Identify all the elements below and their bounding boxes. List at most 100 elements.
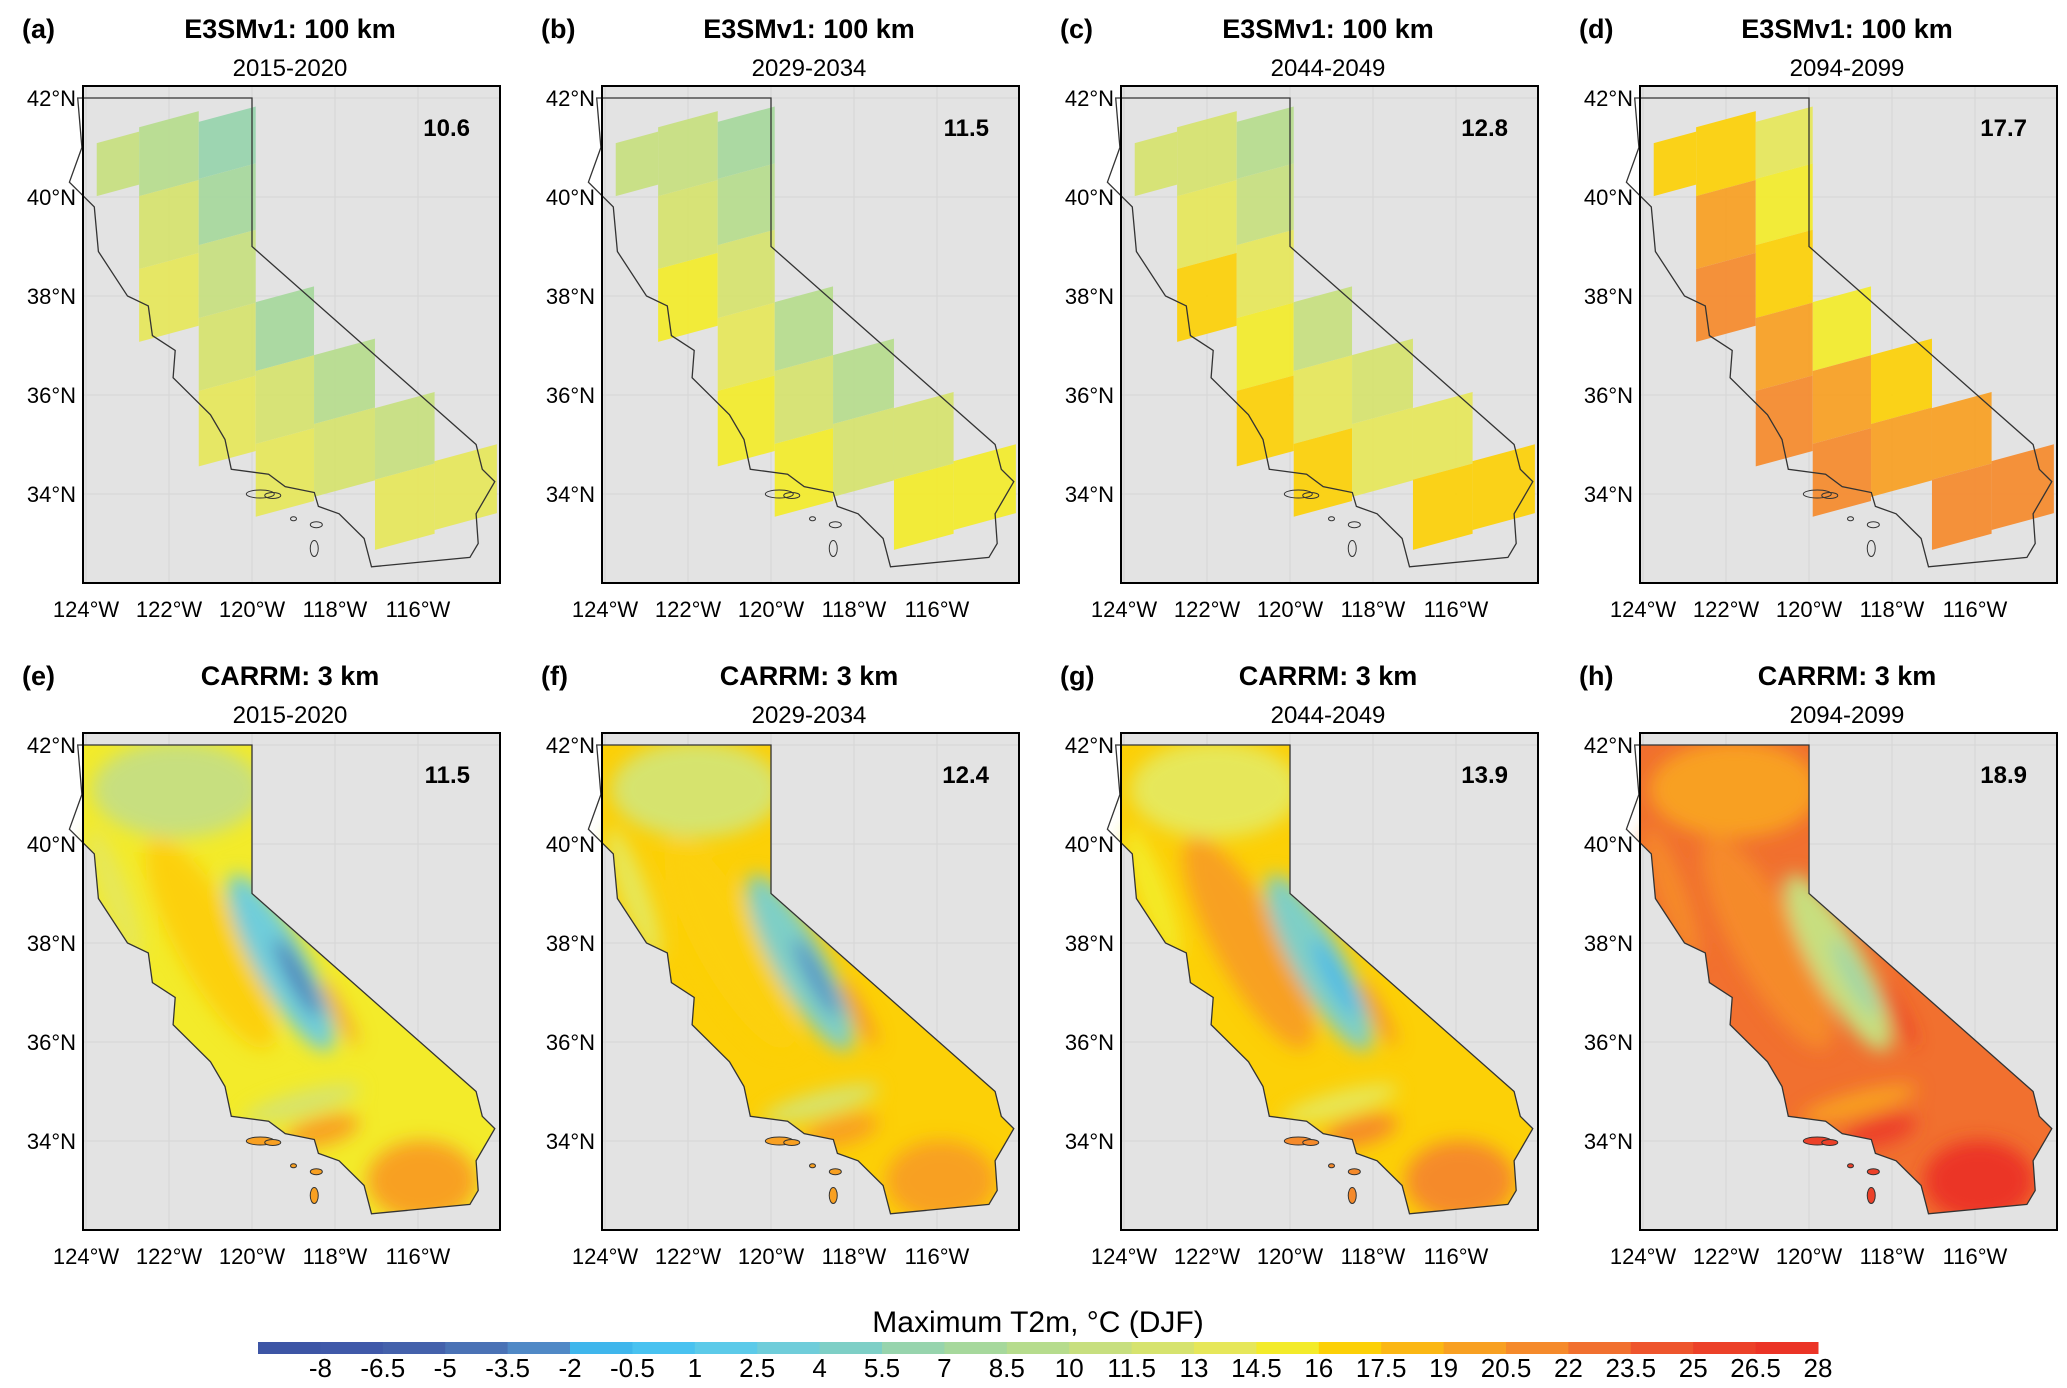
colorbar-swatch bbox=[1443, 1342, 1507, 1354]
island-outline bbox=[309, 521, 323, 529]
grid-cell bbox=[774, 428, 834, 517]
sierra-crest bbox=[1312, 938, 1359, 1018]
colorbar-tick-label: 4 bbox=[812, 1353, 826, 1383]
grid-cell bbox=[1293, 355, 1353, 444]
grid-cell bbox=[255, 286, 315, 371]
domain-mean-value: 11.5 bbox=[425, 762, 470, 789]
lon-tick-label: 124°W bbox=[1091, 597, 1158, 622]
panel-period: 2029-2034 bbox=[752, 55, 867, 82]
coast-range bbox=[1644, 827, 1700, 960]
domain-mean-value: 10.6 bbox=[423, 115, 470, 142]
colorbar-swatch bbox=[944, 1342, 1008, 1354]
lat-tick-label: 36°N bbox=[27, 383, 76, 408]
lon-tick-label: 118°W bbox=[1341, 597, 1406, 622]
island-outline bbox=[1328, 516, 1335, 522]
grid-cell bbox=[139, 111, 199, 197]
grid-cell bbox=[1871, 407, 1932, 497]
california-outline bbox=[68, 744, 496, 1215]
island-outline bbox=[290, 1163, 297, 1169]
colorbar-swatch bbox=[1506, 1342, 1569, 1354]
colorbar-swatch bbox=[1755, 1342, 1819, 1354]
lat-tick-label: 42°N bbox=[1065, 86, 1114, 111]
colorbar-title: Maximum T2m, °C (DJF) bbox=[872, 1306, 1203, 1339]
map-panel-d: (d) E3SMv1: 100 km 2094-2099 17.7 42°N 40°N 38… bbox=[1579, 14, 2058, 622]
panel-period: 2044-2049 bbox=[1271, 55, 1386, 82]
california-outline bbox=[1106, 97, 1534, 568]
lon-tick-label: 116°W bbox=[1943, 1244, 2008, 1269]
colorbar-tick-label: 20.5 bbox=[1481, 1353, 1532, 1383]
grid-cell bbox=[374, 463, 435, 550]
island-outline bbox=[1283, 489, 1313, 499]
lat-tick-label: 38°N bbox=[1065, 284, 1114, 309]
central-valley bbox=[145, 836, 276, 1050]
grid-cell bbox=[1177, 252, 1237, 342]
lat-tick-label: 40°N bbox=[546, 832, 595, 857]
grid-cell bbox=[717, 375, 775, 467]
island-outline bbox=[245, 489, 275, 499]
lat-tick-label: 40°N bbox=[1065, 832, 1114, 857]
lon-tick-label: 118°W bbox=[303, 597, 368, 622]
lon-tick-label: 124°W bbox=[53, 1244, 120, 1269]
colorbar-tick-label: 11.5 bbox=[1107, 1353, 1156, 1383]
grid-cell bbox=[1755, 375, 1813, 467]
panel-period: 2015-2020 bbox=[233, 55, 348, 82]
lat-tick-label: 38°N bbox=[1584, 284, 1633, 309]
model-grid-cells bbox=[1134, 106, 1535, 550]
lat-tick-label: 36°N bbox=[27, 1030, 76, 1055]
colorbar-tick-label: 2.5 bbox=[739, 1353, 775, 1383]
grid-cell bbox=[774, 355, 834, 444]
island-outline bbox=[309, 539, 319, 557]
lon-tick-label: 120°W bbox=[219, 597, 286, 622]
lon-tick-label: 116°W bbox=[905, 597, 970, 622]
colorbar-swatch bbox=[882, 1342, 945, 1354]
lat-tick-label: 34°N bbox=[546, 1129, 595, 1154]
colorbar-tick-label: -2 bbox=[558, 1353, 581, 1383]
panel-letter: (b) bbox=[541, 14, 575, 44]
island-outline bbox=[1347, 1168, 1361, 1176]
grid-cell bbox=[374, 392, 435, 480]
grid-cell bbox=[1755, 106, 1813, 179]
island-outline bbox=[809, 516, 816, 522]
model-grid-cells bbox=[1653, 106, 2054, 550]
grid-cell bbox=[1812, 355, 1872, 444]
lon-tick-label: 122°W bbox=[655, 597, 722, 622]
grid-cell bbox=[198, 375, 256, 467]
grid-cell bbox=[658, 252, 718, 342]
grid-cell bbox=[658, 111, 718, 197]
panel-title: CARRM: 3 km bbox=[201, 661, 380, 691]
colorbar-swatch bbox=[632, 1342, 696, 1354]
lat-tick-label: 34°N bbox=[1065, 482, 1114, 507]
lon-tick-label: 122°W bbox=[1693, 597, 1760, 622]
domain-mean-value: 13.9 bbox=[1461, 762, 1508, 789]
colorbar-swatch bbox=[258, 1342, 321, 1354]
grid-cell bbox=[1236, 229, 1294, 318]
map-frame bbox=[1639, 85, 2058, 584]
grid-cell bbox=[1134, 131, 1178, 197]
grid-cell bbox=[1812, 286, 1872, 371]
central-valley bbox=[1702, 836, 1833, 1050]
map-panel-h: (h) CARRM: 3 km 2094-2099 18.9 42°N 40°N 38°N 3… bbox=[1579, 661, 2058, 1269]
grid-cell bbox=[1696, 180, 1756, 269]
grid-cell bbox=[833, 338, 894, 424]
map-frame bbox=[601, 85, 1020, 584]
colorbar-tick-label: 8.5 bbox=[989, 1353, 1025, 1383]
colorbar-tick-label: 1 bbox=[688, 1353, 702, 1383]
lat-tick-label: 42°N bbox=[27, 86, 76, 111]
lon-tick-label: 122°W bbox=[136, 1244, 203, 1269]
panel-letter: (e) bbox=[22, 661, 55, 691]
southern-desert bbox=[367, 1140, 478, 1214]
sierra-crest bbox=[793, 938, 840, 1018]
lat-tick-label: 36°N bbox=[1065, 383, 1114, 408]
california-outline bbox=[1106, 744, 1534, 1215]
map-panel-c: (c) E3SMv1: 100 km 2044-2049 12.8 42°N 40°N 38… bbox=[1060, 14, 1539, 622]
lon-tick-label: 120°W bbox=[738, 597, 805, 622]
island-outline bbox=[1821, 491, 1839, 499]
colorbar-tick-label: -3.5 bbox=[485, 1353, 530, 1383]
lon-tick-label: 120°W bbox=[738, 1244, 805, 1269]
colorbar-swatch bbox=[1630, 1342, 1694, 1354]
grid-cell bbox=[1412, 392, 1473, 480]
panel-period: 2029-2034 bbox=[752, 702, 867, 729]
colorbar-tick-label: 19 bbox=[1429, 1353, 1458, 1383]
grid-cell bbox=[1812, 428, 1872, 517]
